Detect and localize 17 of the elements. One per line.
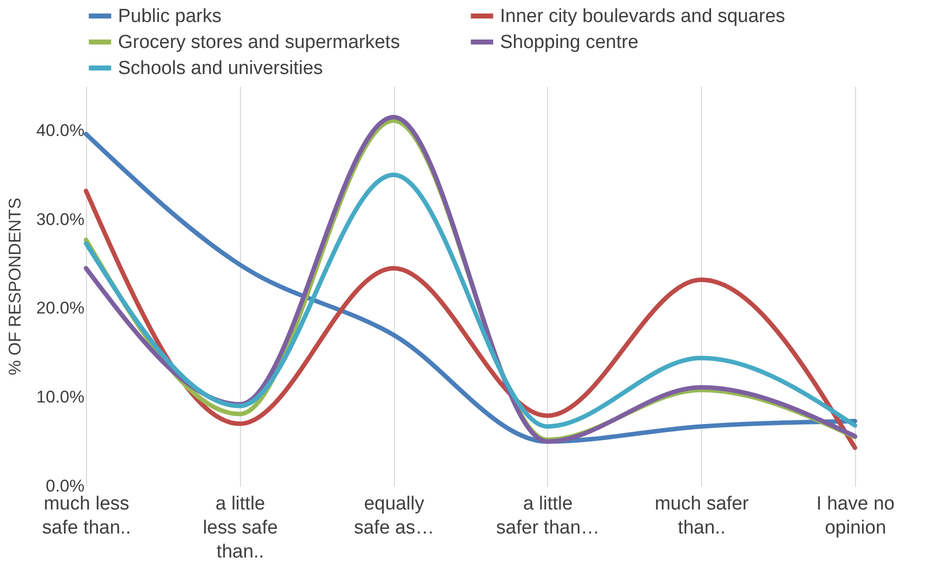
legend-label: Public parks	[118, 6, 222, 27]
x-tick-label: I have no opinion	[816, 494, 895, 538]
x-tick-label: much safer than..	[654, 494, 750, 538]
y-tick-label: 30.0%	[36, 210, 84, 229]
x-tick-label: equally safe as…	[354, 494, 434, 538]
y-tick-label: 0.0%	[46, 476, 84, 496]
y-tick-label: 10.0%	[36, 388, 84, 407]
legend-label: Schools and universities	[118, 58, 323, 79]
x-tick-label: a little safer than…	[496, 494, 600, 538]
legend-label: Grocery stores and supermarkets	[118, 32, 400, 53]
legend-label: Inner city boulevards and squares	[500, 6, 786, 27]
x-tick-label: a little less safe than..	[202, 494, 278, 562]
y-axis-title: % OF RESPONDENTS	[5, 198, 24, 376]
y-tick-label: 20.0%	[36, 298, 84, 318]
legend-label: Shopping centre	[500, 32, 638, 53]
x-tick-label: much less safe than..	[42, 494, 131, 538]
y-tick-label: 40.0%	[36, 120, 84, 140]
